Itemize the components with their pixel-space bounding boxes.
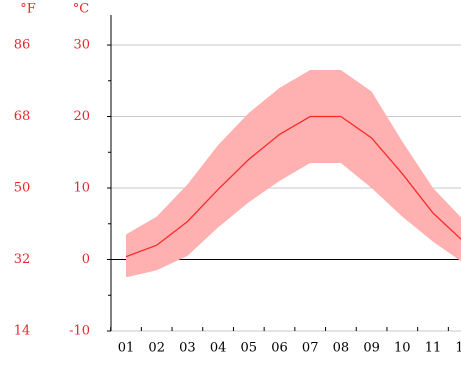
x-tick-label: 09 bbox=[363, 341, 380, 356]
x-tick-label: 08 bbox=[333, 341, 350, 356]
x-tick-label: 06 bbox=[271, 341, 288, 356]
y2-tick-label: 50 bbox=[14, 181, 31, 196]
y-tick-label: 10 bbox=[73, 181, 90, 196]
y2-tick-label: 86 bbox=[14, 38, 31, 53]
y-tick-label: 20 bbox=[73, 109, 90, 124]
y-tick-label: -10 bbox=[69, 324, 90, 339]
y-tick-label: 30 bbox=[73, 38, 90, 53]
x-tick-label: 02 bbox=[148, 341, 165, 356]
y-tick-label: 0 bbox=[82, 252, 90, 267]
y2-tick-label: 68 bbox=[14, 109, 31, 124]
y2-tick-label: 32 bbox=[14, 252, 31, 267]
x-tick-label: 07 bbox=[302, 341, 319, 356]
x-tick-label: 05 bbox=[241, 341, 258, 356]
x-tick-label: 04 bbox=[210, 341, 227, 356]
x-tick-label: 12 bbox=[455, 341, 461, 356]
x-tick-label: 01 bbox=[118, 341, 135, 356]
y2-tick-label: 14 bbox=[14, 324, 31, 339]
y2-axis-label: °F bbox=[20, 2, 36, 17]
x-tick-label: 11 bbox=[425, 341, 442, 356]
y-axis-label: °C bbox=[73, 2, 90, 17]
temperature-range bbox=[126, 70, 461, 278]
x-tick-label: 03 bbox=[179, 341, 196, 356]
mean-line bbox=[125, 115, 461, 258]
x-tick-label: 10 bbox=[394, 341, 411, 356]
